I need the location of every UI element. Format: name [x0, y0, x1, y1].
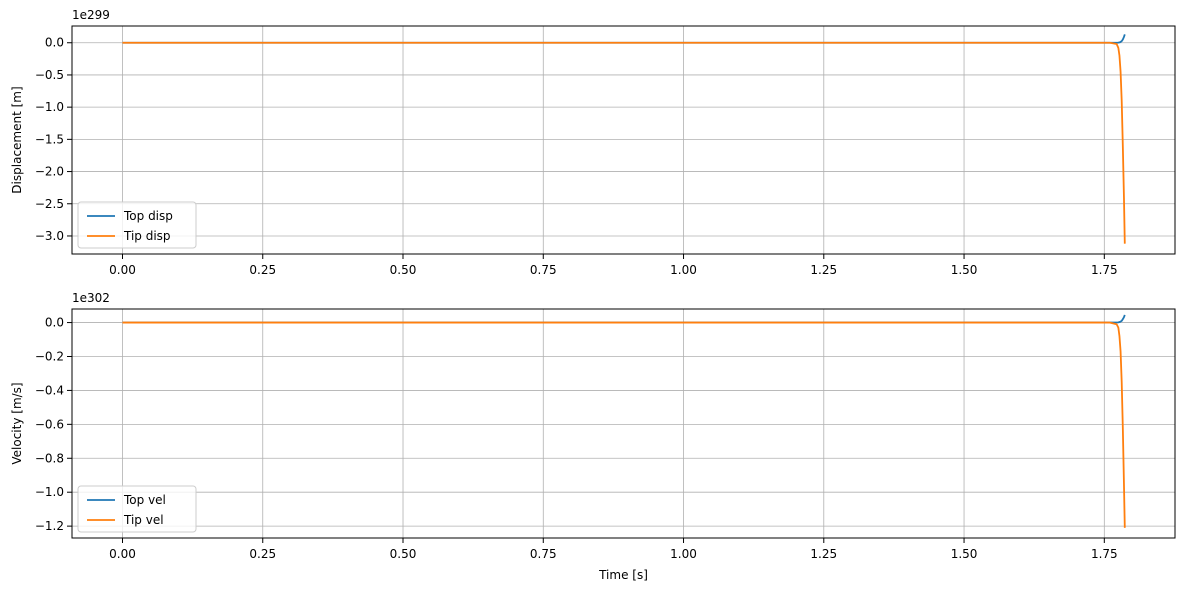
y-tick-label: −1.5 — [35, 132, 64, 146]
y-tick-label: −1.0 — [35, 100, 64, 114]
y-tick-label: −2.0 — [35, 165, 64, 179]
y-tick-label: −0.5 — [35, 68, 64, 82]
subplot-0: 0.00 0.25 0.50 0.75 1.00 1.25 1.50 1.75 0.0 −0.5 −… — [10, 8, 1176, 277]
x-tick-label: 0.50 — [390, 547, 417, 561]
x-tick-label: 1.25 — [810, 263, 837, 277]
y-tick-label: 0.0 — [45, 316, 64, 330]
series-line-tip-vel — [122, 321, 1126, 528]
x-axis-label: Time [s] — [598, 568, 648, 582]
legend: Top disp Tip disp — [77, 201, 197, 249]
subplots: 0.00 0.25 0.50 0.75 1.00 1.25 1.50 1.75 0.0 −0.5 −… — [10, 8, 1176, 582]
x-tick-label: 0.25 — [249, 263, 276, 277]
x-tick-label: 1.50 — [951, 547, 978, 561]
x-tick-label: 1.25 — [810, 547, 837, 561]
x-tick-label: 0.00 — [109, 547, 136, 561]
y-tick-label: −0.6 — [35, 417, 64, 431]
x-tick-label: 1.00 — [670, 547, 697, 561]
x-tick-label: 1.50 — [951, 263, 978, 277]
series-line-tip-disp — [122, 41, 1126, 244]
x-tick-label: 1.75 — [1091, 547, 1118, 561]
y-tick-label: −1.0 — [35, 485, 64, 499]
x-tick-label: 0.75 — [530, 547, 557, 561]
axes-frame — [71, 308, 1176, 539]
y-offset-label: 1e302 — [72, 291, 110, 305]
x-tick-label: 0.50 — [390, 263, 417, 277]
legend-label: Top vel — [123, 493, 166, 507]
x-tick-label: 0.75 — [530, 263, 557, 277]
x-tick-label: 0.00 — [109, 263, 136, 277]
y-tick-label: 0.0 — [45, 36, 64, 50]
y-tick-label: −0.4 — [35, 383, 64, 397]
y-tick-label: −1.2 — [35, 519, 64, 533]
axes-frame — [71, 25, 1176, 255]
legend-label: Top disp — [123, 209, 173, 223]
y-tick-label: −0.8 — [35, 451, 64, 465]
x-tick-label: 0.25 — [249, 547, 276, 561]
subplot-1: 0.00 0.25 0.50 0.75 1.00 1.25 1.50 1.75 0.0 −0.2 −… — [10, 291, 1176, 582]
y-tick-label: −3.0 — [35, 229, 64, 243]
legend-label: Tip disp — [123, 229, 171, 243]
legend: Top vel Tip vel — [77, 485, 197, 533]
y-axis-label: Velocity [m/s] — [10, 382, 24, 464]
y-tick-label: −2.5 — [35, 197, 64, 211]
y-axis-label: Displacement [m] — [10, 86, 24, 193]
legend-label: Tip vel — [123, 513, 164, 527]
x-tick-label: 1.75 — [1091, 263, 1118, 277]
y-tick-label: −0.2 — [35, 349, 64, 363]
y-offset-label: 1e299 — [72, 8, 110, 22]
x-tick-label: 1.00 — [670, 263, 697, 277]
